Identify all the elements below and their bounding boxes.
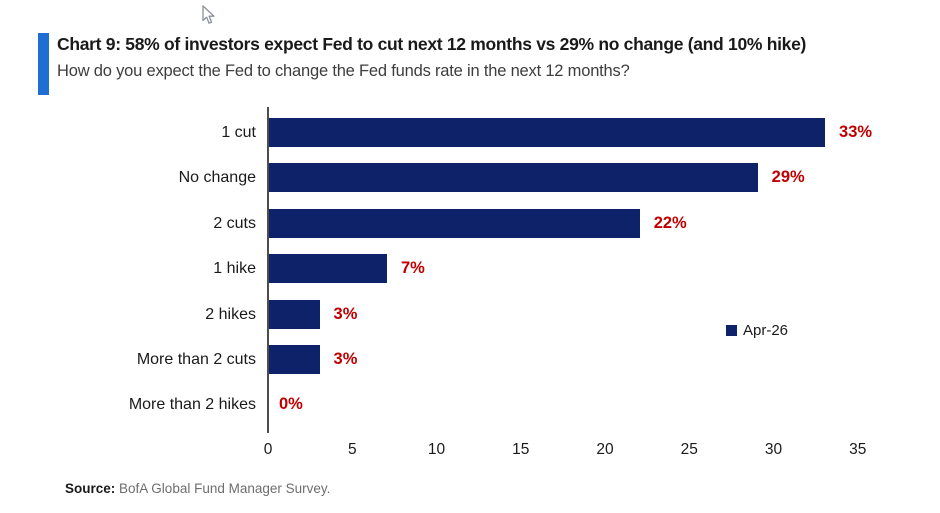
x-tick-label: 30 — [764, 441, 783, 458]
value-label: 7% — [400, 259, 425, 278]
bar — [269, 345, 320, 374]
y-axis-line — [267, 107, 269, 433]
value-label: 29% — [771, 168, 805, 187]
x-tick-label: 10 — [427, 441, 446, 458]
x-tick-label: 0 — [263, 441, 273, 458]
title-accent-bar — [38, 33, 49, 95]
x-tick-label: 20 — [596, 441, 614, 458]
value-label: 0% — [279, 395, 303, 414]
category-label: More than 2 cuts — [136, 351, 256, 368]
category-label: No change — [178, 169, 256, 187]
x-tick-label: 25 — [680, 441, 698, 458]
category-label: More than 2 hikes — [128, 396, 256, 414]
source-text: BofA Global Fund Manager Survey. — [119, 481, 331, 496]
x-tick-label: 35 — [849, 441, 867, 458]
legend-label: Apr-26 — [743, 322, 789, 339]
bar — [269, 163, 758, 193]
mouse-cursor-icon — [202, 5, 215, 24]
bar — [269, 254, 387, 284]
legend-swatch-icon — [726, 325, 737, 336]
value-label: 33% — [839, 123, 873, 141]
x-tick-label: 15 — [512, 441, 530, 458]
category-label: 2 hikes — [205, 305, 256, 323]
source-label: Source: — [65, 481, 116, 496]
chart-title: Chart 9: 58% of investors expect Fed to … — [57, 34, 807, 54]
x-tick-label: 5 — [347, 441, 357, 458]
category-label: 1 hike — [213, 260, 256, 278]
value-label: 22% — [653, 213, 687, 232]
category-label: 1 cut — [221, 124, 256, 141]
source-line: Source: BofA Global Fund Manager Survey. — [65, 481, 330, 496]
bar — [269, 118, 826, 147]
value-label: 3% — [333, 304, 358, 323]
bar — [269, 208, 640, 238]
category-label: 2 cuts — [213, 214, 256, 232]
value-label: 3% — [333, 350, 358, 368]
bar — [269, 299, 320, 329]
legend: Apr-26 — [726, 322, 788, 339]
chart-subtitle: How do you expect the Fed to change the … — [57, 62, 630, 80]
